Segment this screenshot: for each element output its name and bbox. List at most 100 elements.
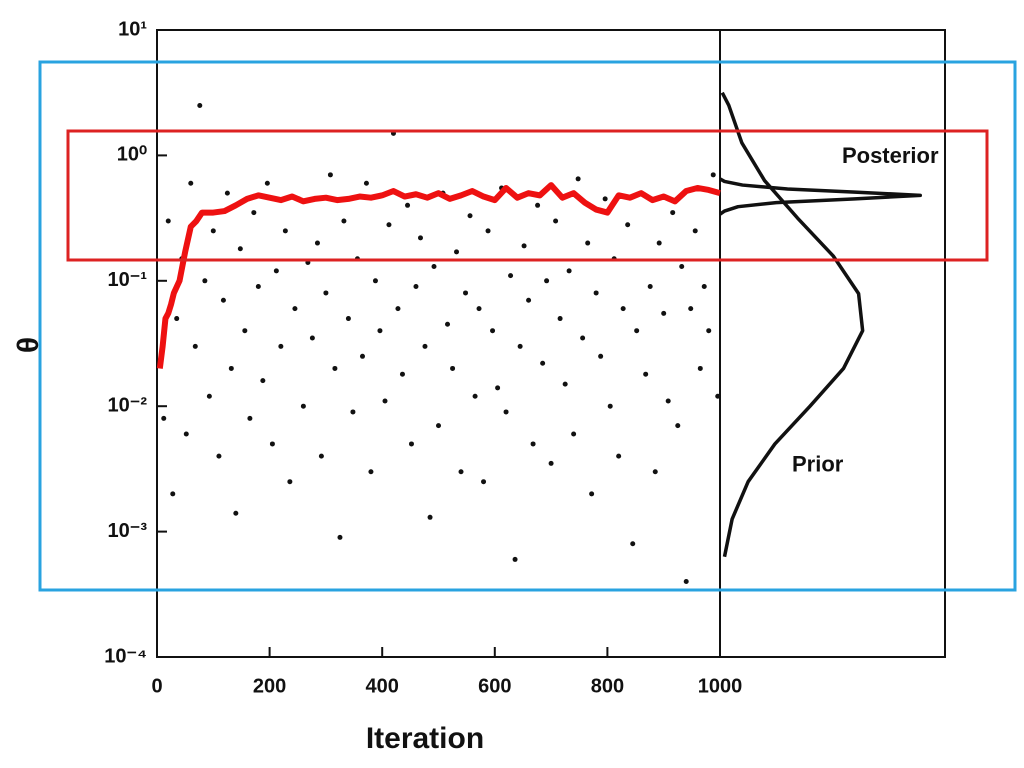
x-tick-label: 1000 [698, 675, 743, 697]
density-curve [719, 177, 922, 216]
sample-point [287, 479, 293, 485]
sample-point [535, 202, 541, 208]
sample-point [228, 365, 234, 371]
sample-point [697, 365, 703, 371]
sample-point [278, 343, 284, 349]
sample-point [620, 306, 626, 312]
sample-point [557, 316, 563, 322]
sample-point [530, 441, 536, 447]
sample-point [566, 268, 572, 274]
sample-point [467, 213, 473, 219]
sample-point [386, 222, 392, 228]
sample-point [630, 541, 636, 547]
sample-point [575, 176, 581, 182]
sample-point [282, 228, 288, 234]
sample-point [427, 514, 433, 520]
y-tick-label: 10⁻⁴ [104, 645, 147, 667]
sample-point [363, 180, 369, 186]
sample-point [598, 353, 604, 359]
sample-point [332, 365, 338, 371]
sample-point [715, 393, 721, 399]
sample-point [458, 469, 464, 475]
sample-point [463, 290, 469, 296]
sample-point [540, 360, 546, 366]
curve-label: Prior [792, 452, 844, 477]
sample-point [399, 371, 405, 377]
sample-point [417, 235, 423, 241]
x-tick-label: 800 [591, 675, 624, 697]
sample-point [188, 180, 194, 186]
sample-point [408, 441, 414, 447]
chain-trace [156, 182, 721, 369]
sample-point [210, 228, 216, 234]
sample-point [341, 218, 347, 224]
y-tick-label: 10⁻² [108, 394, 148, 416]
sample-point [503, 409, 509, 415]
sample-point [643, 371, 649, 377]
x-tick-label: 600 [478, 675, 511, 697]
sample-point [495, 385, 501, 391]
sample-point [202, 278, 208, 284]
sample-point [237, 246, 243, 252]
curve-label: Posterior [842, 143, 939, 168]
sample-point [553, 218, 559, 224]
marks: 10⁻⁴ 10⁻³ 10⁻² 10⁻¹ 10⁰ 10¹ 0 200 400 600 800 1000 P… [104, 18, 939, 697]
sample-point [512, 556, 518, 562]
y-tick-label: 10¹ [118, 18, 147, 40]
sample-point [490, 328, 496, 334]
sample-point [706, 328, 712, 334]
sample-point [422, 343, 428, 349]
plot-frame [156, 29, 946, 658]
sample-point [593, 290, 599, 296]
sample-point [251, 210, 257, 216]
sample-point [327, 172, 333, 178]
sample-point [269, 441, 275, 447]
sample-point [260, 378, 266, 384]
sample-point [170, 491, 176, 497]
sample-point [450, 365, 456, 371]
sample-point [192, 343, 198, 349]
sample-point [701, 284, 707, 290]
y-tick-label: 10⁻³ [108, 520, 148, 542]
sample-point [445, 321, 451, 327]
highlight-box-outer [38, 60, 1017, 592]
y-axis-title: θ [12, 337, 45, 353]
sample-point [710, 172, 716, 178]
sample-point [585, 240, 591, 246]
sample-point [517, 343, 523, 349]
sample-point [233, 510, 239, 516]
sample-point [337, 534, 343, 540]
sample-point [309, 335, 315, 341]
sample-point [323, 290, 329, 296]
highlight-box-inner [66, 129, 989, 262]
sample-point [224, 190, 230, 196]
sample-point [368, 469, 374, 475]
sample-point [174, 316, 180, 322]
sample-point [508, 273, 514, 279]
x-tick-label: 200 [253, 675, 286, 697]
sample-point [602, 196, 608, 202]
sample-point [350, 409, 356, 415]
sample-point [589, 491, 595, 497]
sample-point [485, 228, 491, 234]
sample-point [206, 393, 212, 399]
sample-point [562, 381, 568, 387]
sample-point [264, 180, 270, 186]
sample-point [454, 249, 460, 255]
sample-point [382, 398, 388, 404]
sample-point [521, 243, 527, 249]
sample-point [670, 210, 676, 216]
sample-point [345, 316, 351, 322]
sample-point [247, 415, 253, 421]
sample-point [679, 264, 685, 270]
sample-point [359, 353, 365, 359]
sample-point [183, 431, 189, 437]
sample-point [377, 328, 383, 334]
sample-point [413, 284, 419, 290]
sample-point [607, 403, 613, 409]
sample-point [647, 284, 653, 290]
x-tick-label: 400 [366, 675, 399, 697]
density-curve [720, 91, 865, 558]
sample-point [436, 423, 441, 429]
